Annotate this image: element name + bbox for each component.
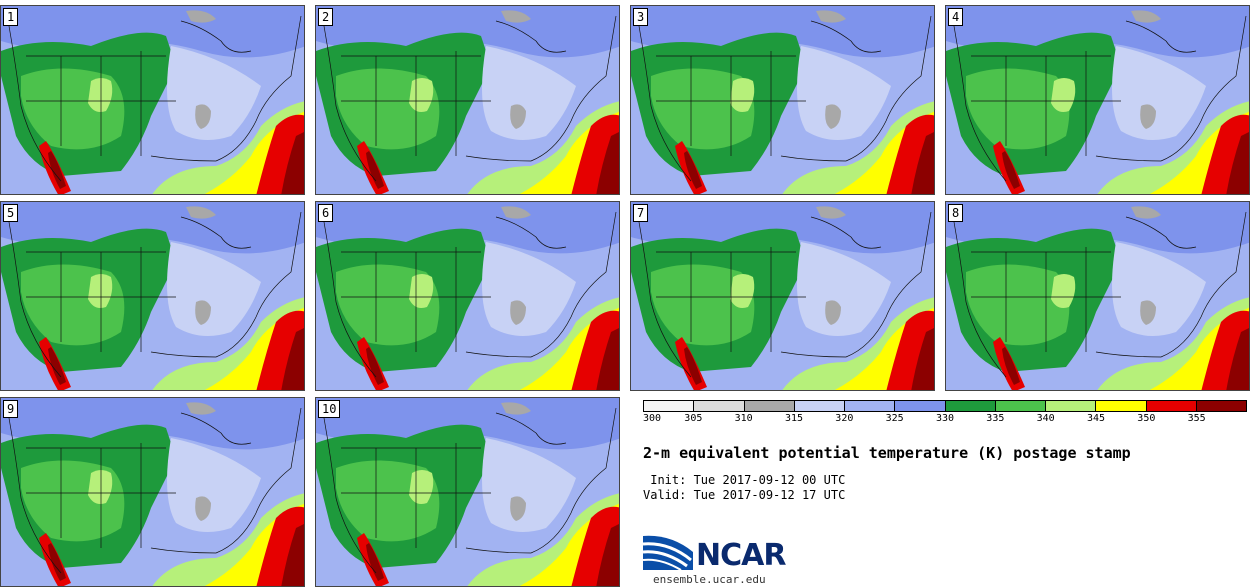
colorbar-tick-label: 345	[1086, 413, 1106, 424]
colorbar-tick-label: 310	[734, 413, 753, 424]
panel-number: 6	[318, 204, 334, 222]
panel-number: 2	[318, 8, 334, 26]
ncar-logo-icon	[642, 535, 693, 571]
map-panel-7: 7	[630, 201, 935, 391]
panel-number: 10	[318, 400, 341, 418]
panel-number: 8	[948, 204, 964, 222]
colorbar-swatch-355	[1196, 401, 1246, 411]
colorbar-swatch-300	[644, 401, 695, 411]
map-panel-3: 3	[630, 5, 935, 195]
ncar-logo-text: NCAR	[696, 538, 786, 573]
map-panel-5: 5	[0, 201, 305, 391]
colorbar-swatch-345	[1096, 401, 1147, 411]
colorbar-tick-label: 355	[1187, 413, 1206, 424]
colorbar-swatch-340	[1046, 401, 1097, 411]
colorbar-swatch-350	[1146, 401, 1197, 411]
map-panel-2: 2	[315, 5, 620, 195]
colorbar-tick-label: 305	[684, 413, 703, 424]
colorbar-swatch-315	[794, 401, 845, 411]
map-panel-9: 9	[0, 397, 305, 587]
colorbar-tick-label: 340	[1036, 413, 1055, 424]
colorbar-tick-label: 350	[1137, 413, 1156, 424]
colorbar-swatch-310	[744, 401, 795, 411]
map-panel-4: 4	[945, 5, 1250, 195]
colorbar-swatch-335	[995, 401, 1046, 411]
colorbar-swatch-320	[845, 401, 896, 411]
colorbar-swatch-325	[895, 401, 946, 411]
colorbar-swatch-305	[694, 401, 745, 411]
init-time: Init: Tue 2017-09-12 00 UTC	[643, 473, 846, 487]
valid-time: Valid: Tue 2017-09-12 17 UTC	[643, 488, 846, 502]
colorbar-tick-label: 335	[986, 413, 1005, 424]
panel-number: 9	[3, 400, 19, 418]
panel-number: 4	[948, 8, 964, 26]
map-panel-10: 10	[315, 397, 620, 587]
colorbar-tick-label: 330	[935, 413, 955, 424]
site-url: ensemble.ucar.edu	[653, 573, 766, 586]
map-panel-8: 8	[945, 201, 1250, 391]
panel-number: 7	[633, 204, 649, 222]
colorbar-tick-label: 315	[784, 413, 804, 424]
map-panel-1: 1	[0, 5, 305, 195]
panel-number: 3	[633, 8, 649, 26]
colorbar-ticks: 300 305 310 315 320 325 330 335 340 345 350 355	[643, 413, 1247, 429]
map-panel-6: 6	[315, 201, 620, 391]
colorbar-tick-label: 325	[885, 413, 904, 424]
colorbar-tick-label: 300	[643, 413, 662, 424]
colorbar-swatch-330	[945, 401, 996, 411]
figure-title: 2-m equivalent potential temperature (K)…	[643, 444, 1131, 462]
colorbar-tick-label: 320	[835, 413, 854, 424]
panel-number: 1	[3, 8, 19, 26]
panel-number: 5	[3, 204, 19, 222]
colorbar	[643, 400, 1247, 412]
